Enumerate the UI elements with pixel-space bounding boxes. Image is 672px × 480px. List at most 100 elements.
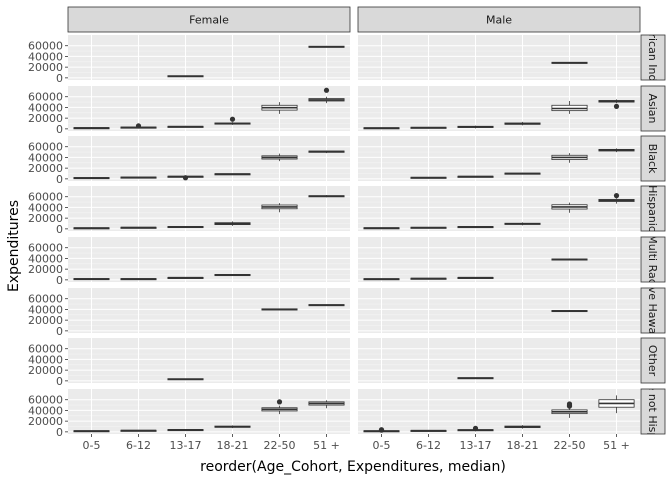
y-tick-label: 40000 bbox=[28, 151, 63, 164]
x-tick-label: 13-17 bbox=[460, 439, 492, 452]
box-18-21 bbox=[214, 221, 251, 226]
x-tick-label: 6-12 bbox=[416, 439, 441, 452]
box-0-5 bbox=[363, 127, 400, 130]
y-tick-label: 20000 bbox=[28, 212, 63, 225]
box-13-17 bbox=[457, 425, 494, 432]
box-51 + bbox=[308, 45, 345, 48]
box-18-21 bbox=[214, 173, 251, 176]
box-6-12 bbox=[410, 277, 447, 280]
box-51 + bbox=[308, 400, 345, 409]
panel-female-4 bbox=[68, 237, 350, 282]
panel-male-4 bbox=[358, 237, 640, 282]
x-axis-title: reorder(Age_Cohort, Expenditures, median… bbox=[200, 459, 506, 475]
box-6-12 bbox=[120, 123, 157, 129]
y-tick-label: 60000 bbox=[28, 394, 63, 407]
panel-male-6 bbox=[358, 338, 640, 383]
row-strip-label: Asian bbox=[646, 93, 659, 123]
row-strip-label: Other bbox=[646, 345, 659, 377]
y-axis-title: Expenditures bbox=[6, 200, 22, 292]
box-13-17 bbox=[457, 226, 494, 229]
row-strip-label: Black bbox=[646, 144, 659, 174]
box-13-17 bbox=[167, 75, 204, 78]
box-22-50 bbox=[551, 202, 588, 213]
y-tick-label: 60000 bbox=[28, 91, 63, 104]
box-6-12 bbox=[410, 176, 447, 179]
y-tick-label: 60000 bbox=[28, 343, 63, 356]
panel-male-5 bbox=[358, 288, 640, 333]
row-strip bbox=[640, 287, 666, 334]
box-0-5 bbox=[73, 278, 110, 281]
box-13-17 bbox=[167, 378, 204, 381]
box-13-17 bbox=[167, 276, 204, 279]
y-tick-label: 20000 bbox=[28, 314, 63, 327]
row-strip-label: ve Hawa bbox=[646, 287, 659, 335]
box-0-5 bbox=[73, 227, 110, 230]
panel-female-1 bbox=[68, 86, 350, 131]
outlier-point bbox=[135, 123, 142, 129]
panel-male-2 bbox=[358, 136, 640, 181]
outlier-point bbox=[229, 116, 236, 122]
panel-background bbox=[358, 338, 640, 383]
y-tick-label: 0 bbox=[56, 426, 63, 439]
panel-female-7 bbox=[68, 389, 350, 434]
y-tick-label: 20000 bbox=[28, 162, 63, 175]
box-22-50 bbox=[551, 101, 588, 114]
box-51 + bbox=[598, 193, 635, 204]
row-strip-label: Multi Rac bbox=[646, 234, 659, 285]
column-strip-male bbox=[357, 6, 641, 33]
box-22-50 bbox=[551, 61, 588, 64]
panel-background bbox=[68, 237, 350, 282]
box-22-50 bbox=[261, 203, 298, 213]
box-22-50 bbox=[261, 308, 298, 311]
box-18-21 bbox=[504, 172, 541, 175]
y-tick-label: 20000 bbox=[28, 364, 63, 377]
y-tick-label: 60000 bbox=[28, 40, 63, 53]
x-tick-label: 22-50 bbox=[554, 439, 586, 452]
panel-background bbox=[68, 86, 350, 131]
y-tick-label: 0 bbox=[56, 123, 63, 136]
y-tick-label: 60000 bbox=[28, 242, 63, 255]
y-tick-label: 0 bbox=[56, 325, 63, 338]
x-tick-label: 0-5 bbox=[83, 439, 101, 452]
y-tick-label: 20000 bbox=[28, 112, 63, 125]
box-51 + bbox=[308, 150, 345, 154]
panel-female-6 bbox=[68, 338, 350, 383]
box-51 + bbox=[308, 195, 345, 198]
panel-background bbox=[358, 35, 640, 80]
panel-female-5 bbox=[68, 288, 350, 333]
y-tick-label: 20000 bbox=[28, 263, 63, 276]
panel-background bbox=[358, 186, 640, 231]
x-tick-label: 13-17 bbox=[170, 439, 202, 452]
box-0-5 bbox=[363, 427, 400, 433]
row-strip bbox=[640, 236, 666, 283]
box-0-5 bbox=[363, 227, 400, 230]
strips-layer: Female Male rican Ind Asian Black Hispanic Mul… bbox=[67, 6, 666, 435]
y-tick-label: 0 bbox=[56, 173, 63, 186]
box-22-50 bbox=[551, 310, 588, 313]
box-22-50 bbox=[551, 401, 588, 418]
box-22-50 bbox=[261, 399, 298, 415]
box-13-17 bbox=[167, 175, 204, 181]
y-tick-label: 20000 bbox=[28, 61, 63, 74]
panel-male-1 bbox=[358, 86, 640, 131]
panel-background bbox=[68, 288, 350, 333]
y-tick-label: 0 bbox=[56, 223, 63, 236]
box-22-50 bbox=[261, 102, 298, 114]
outlier-point bbox=[276, 399, 283, 405]
panels-layer bbox=[68, 35, 640, 434]
box-0-5 bbox=[73, 177, 110, 180]
panel-background bbox=[68, 186, 350, 231]
outlier-point bbox=[323, 87, 330, 93]
box-6-12 bbox=[410, 226, 447, 229]
panel-female-3 bbox=[68, 186, 350, 231]
box-18-21 bbox=[214, 425, 251, 429]
y-tick-label: 40000 bbox=[28, 201, 63, 214]
y-tick-label: 60000 bbox=[28, 293, 63, 306]
x-tick-label: 51 + bbox=[603, 439, 630, 452]
outlier-point bbox=[613, 103, 620, 109]
row-strip-label: Hispanic bbox=[646, 185, 659, 232]
box-22-50 bbox=[551, 153, 588, 163]
box-51 + bbox=[308, 304, 345, 307]
outlier-point bbox=[472, 425, 479, 431]
